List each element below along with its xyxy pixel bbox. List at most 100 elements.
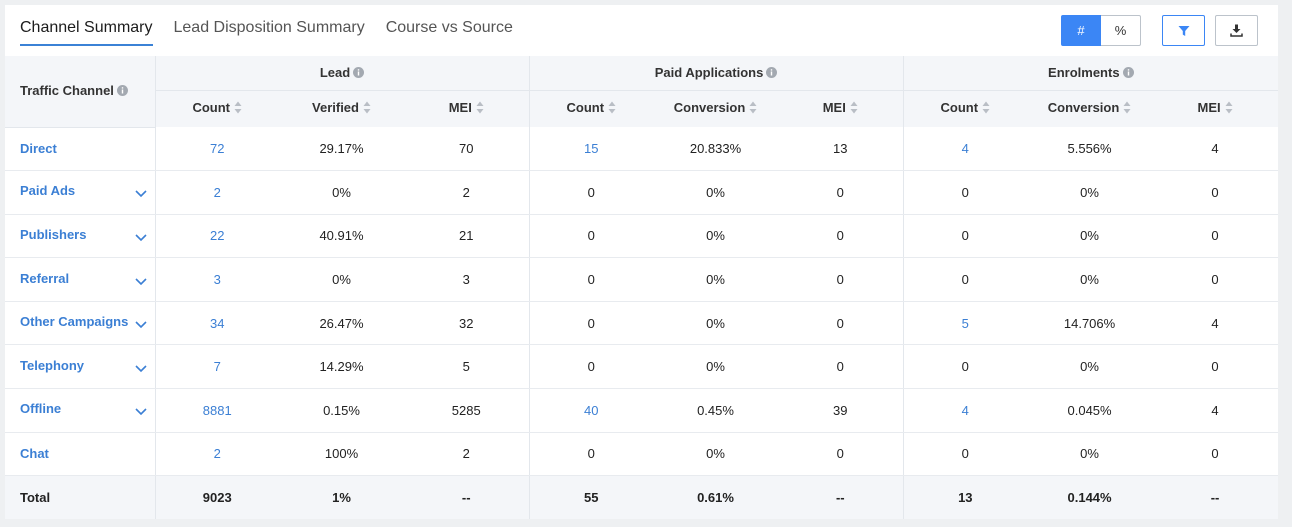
download-button[interactable]: [1215, 15, 1258, 46]
table-row: Other Campaigns 34 26.47% 32 0 0% 0 5 14.706% 4: [5, 301, 1279, 346]
cell-value: 0%: [706, 184, 725, 200]
count-link[interactable]: 2: [213, 184, 221, 200]
cell-value: 0%: [706, 228, 725, 244]
channel-link[interactable]: Chat: [20, 446, 49, 462]
chevron-down-icon[interactable]: [134, 186, 147, 201]
table-cell: 40: [528, 388, 654, 433]
cell-value: 2: [462, 184, 470, 200]
cell-value: 0: [836, 446, 844, 462]
info-icon[interactable]: [353, 66, 365, 81]
cell-value: 0: [1211, 446, 1219, 462]
cell-value: 0: [836, 359, 844, 375]
table-cell: 0: [1152, 257, 1279, 302]
table-cell: 0%: [1027, 344, 1153, 390]
enrolments-mei-column-header[interactable]: MEI: [1152, 90, 1279, 127]
table-cell: 0.45%: [653, 388, 779, 433]
count-link[interactable]: 34: [210, 315, 225, 331]
info-icon[interactable]: [116, 84, 128, 99]
count-mode-button[interactable]: #: [1061, 15, 1101, 46]
table-cell: 0.045%: [1027, 388, 1153, 433]
chevron-down-icon[interactable]: [134, 274, 147, 289]
channel-link[interactable]: Telephony: [20, 357, 85, 373]
cell-value: --: [835, 490, 845, 506]
lead-mei-column-header[interactable]: MEI: [404, 90, 530, 127]
channel-link[interactable]: Other Campaigns: [20, 314, 129, 330]
enrolments-conversion-column-header[interactable]: Conversion: [1027, 90, 1153, 127]
paid-applications-mei-column-header[interactable]: MEI: [778, 90, 904, 127]
channel-link[interactable]: Offline: [20, 401, 62, 417]
cell-value: 14.29%: [319, 359, 364, 375]
tab-lead-disposition-summary[interactable]: Lead Disposition Summary: [173, 19, 365, 36]
cell-value: 0: [587, 184, 595, 200]
cell-value: 0%: [1080, 228, 1099, 244]
count-link[interactable]: 22: [210, 228, 225, 244]
chevron-down-icon[interactable]: [134, 404, 147, 419]
total-label-cell: Total: [5, 475, 155, 520]
cell-value: 0: [1211, 272, 1219, 288]
sort-icon[interactable]: [1225, 101, 1233, 117]
cell-value: 0: [961, 446, 969, 462]
cell-value: 0%: [1080, 359, 1099, 375]
chevron-down-icon[interactable]: [134, 317, 147, 332]
filter-icon: [1178, 25, 1189, 36]
cell-value: 0%: [706, 446, 725, 462]
table-cell: 7: [154, 344, 279, 390]
count-link[interactable]: 40: [584, 402, 599, 418]
count-link[interactable]: 4: [961, 402, 969, 418]
count-link[interactable]: 72: [210, 141, 225, 157]
count-link[interactable]: 8881: [202, 402, 232, 418]
column-header-label: Count: [192, 100, 231, 116]
table-cell: 14.29%: [279, 344, 404, 390]
lead-count-column-header[interactable]: Count: [154, 90, 279, 127]
channel-link[interactable]: Referral: [20, 270, 70, 286]
lead-verified-column-header[interactable]: Verified: [279, 90, 404, 127]
chevron-down-icon[interactable]: [134, 361, 147, 376]
channel-link[interactable]: Paid Ads: [20, 183, 76, 199]
table-cell: 72: [154, 127, 279, 172]
channel-summary-card: Channel Summary Lead Disposition Summary…: [5, 5, 1279, 520]
channel-link[interactable]: Direct: [20, 141, 57, 157]
column-header-label: Count: [940, 100, 979, 116]
cell-value: 0.144%: [1067, 490, 1112, 506]
table-cell: 0%: [653, 301, 779, 346]
sort-icon[interactable]: [1123, 101, 1131, 117]
sort-icon[interactable]: [363, 101, 371, 117]
channel-cell: Publishers: [5, 214, 155, 259]
sort-icon[interactable]: [608, 101, 616, 117]
info-icon[interactable]: [766, 66, 778, 81]
cell-value: 0: [961, 184, 969, 200]
sort-icon[interactable]: [476, 101, 484, 117]
count-link[interactable]: 7: [213, 359, 221, 375]
chevron-down-icon[interactable]: [134, 230, 147, 245]
sort-icon[interactable]: [234, 101, 242, 117]
count-link[interactable]: 15: [584, 141, 599, 157]
count-link[interactable]: 3: [213, 272, 221, 288]
paid-applications-count-column-header[interactable]: Count: [528, 90, 654, 127]
table-row: Paid Ads 2 0% 2 0 0% 0 0 0% 0: [5, 170, 1279, 215]
column-header-label: MEI: [448, 100, 472, 116]
cell-value: 0: [836, 184, 844, 200]
filter-button[interactable]: [1162, 15, 1205, 46]
cell-value: 0.61%: [697, 490, 734, 506]
sort-icon[interactable]: [749, 101, 757, 117]
sort-icon[interactable]: [982, 101, 990, 117]
table-cell: 15: [528, 127, 654, 172]
tab-channel-summary[interactable]: Channel Summary: [20, 5, 153, 46]
channel-link[interactable]: Publishers: [20, 226, 87, 242]
enrolments-count-column-header[interactable]: Count: [902, 90, 1028, 127]
table-cell: 0%: [653, 214, 779, 259]
table-cell: 2: [154, 170, 279, 215]
tab-course-vs-source[interactable]: Course vs Source: [385, 19, 513, 36]
cell-value: 0: [587, 315, 595, 331]
count-link[interactable]: 2: [213, 446, 221, 462]
cell-value: 0: [961, 228, 969, 244]
sort-icon[interactable]: [850, 101, 858, 117]
info-icon[interactable]: [1122, 66, 1134, 81]
count-link[interactable]: 4: [961, 141, 969, 157]
table-cell: 0%: [653, 344, 779, 390]
cell-value: 0: [1211, 184, 1219, 200]
count-link[interactable]: 5: [961, 315, 969, 331]
cell-value: 13: [833, 141, 848, 157]
percent-mode-button[interactable]: %: [1101, 15, 1141, 46]
paid-applications-conversion-column-header[interactable]: Conversion: [653, 90, 779, 127]
